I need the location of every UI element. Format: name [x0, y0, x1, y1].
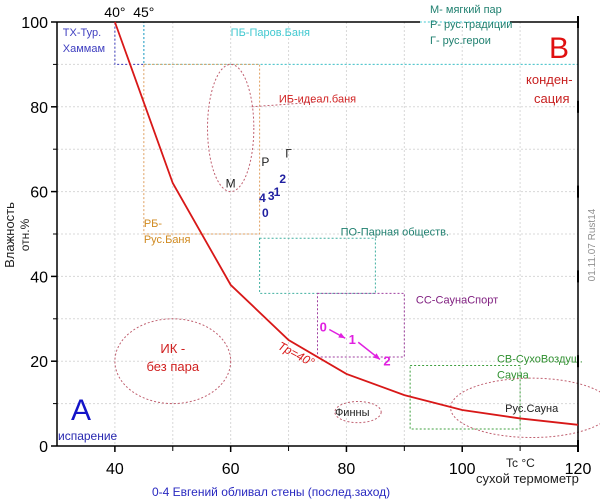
region-sv-label: СВ-СухоВоздуш.: [497, 354, 583, 366]
grid-lines: [57, 22, 578, 446]
region-sv-rect: [409, 364, 521, 430]
region-pb-label: ПБ-Паров.Баня: [231, 27, 310, 39]
x-tick-label: 40: [106, 461, 124, 478]
region-rb-rect: [143, 63, 261, 235]
magenta-arrow-head: [338, 332, 346, 339]
region-ib-label: ИБ-идеал.баня: [279, 93, 356, 105]
y-axis-label-line2: отн.%: [18, 218, 32, 251]
y-tick-label: 100: [21, 15, 48, 32]
region-ss-label: СС-СаунаСпорт: [416, 294, 498, 306]
corner-label-a: А: [71, 394, 91, 427]
blue-point-1: 1: [274, 185, 281, 199]
point-marker-0: М: [226, 176, 236, 190]
region-finns-label: Финны: [335, 407, 370, 419]
region-ss-rect: [317, 292, 405, 358]
x-axis-unit: Tc °C: [506, 456, 535, 470]
x-axis-sublabel: сухой термометр: [476, 471, 579, 486]
y-tick-label: 0: [39, 439, 48, 456]
point-marker-1: Р: [261, 155, 269, 169]
x-tick-label: 60: [222, 461, 240, 478]
y-tick-label: 80: [30, 100, 48, 117]
top-tick-label: 40°: [104, 4, 125, 20]
blue-point-2: 2: [279, 172, 286, 186]
x-axis-label: 0-4 Евгений обливал стены (послед.заход): [152, 485, 390, 499]
point-marker-2: Г: [285, 147, 292, 161]
magenta-point-0: 0: [320, 320, 327, 335]
region-rb-label: РБ-: [144, 218, 163, 230]
series-curve-0: [114, 21, 579, 426]
y-tick-label: 40: [30, 269, 48, 286]
magenta-point-2: 2: [383, 353, 390, 368]
y-tick-label: 60: [30, 185, 48, 202]
region-po-label: ПО-Парная обществ.: [341, 227, 449, 239]
region-tx-rect: [114, 21, 145, 65]
top-tick-label: 45°: [133, 4, 154, 20]
blue-point-3: 3: [268, 189, 275, 203]
blue-point-4: 4: [259, 191, 266, 205]
region-ik-label: без пара: [147, 359, 200, 374]
region-ik-ellipse: [114, 318, 232, 405]
corner-label-a-sub: испарение: [58, 429, 118, 443]
corner-label-b-sub1: конден-: [526, 72, 573, 87]
magenta-arrow-head: [373, 353, 380, 360]
region-pb-rect: [143, 21, 579, 65]
region-po-rect: [259, 237, 376, 294]
region-tx-label: ТХ-Тур.: [63, 27, 101, 39]
y-tick-label: 20: [30, 354, 48, 371]
blue-point-0: 0: [262, 206, 269, 220]
legend-note-line-m: М- мягкий пар: [430, 4, 502, 16]
curve-label: Tp=40°: [276, 339, 317, 370]
magenta-point-1: 1: [349, 332, 356, 347]
region-ib-ellipse: [207, 63, 255, 193]
bath-regions: ТХ-Тур. Хаммам ПБ-Паров.Баня РБ- Рус.Баня ИБ-…: [63, 21, 600, 439]
legend-note-line-r: Р- рус.традиции: [430, 19, 512, 31]
watermark: 01.11.07 Rust14: [587, 208, 598, 281]
region-rus_sauna-label: Рус.Сауна: [505, 403, 559, 415]
y-axis-label-line1: Влажность: [2, 202, 17, 268]
x-tick-label: 100: [449, 461, 476, 478]
legend-note-line-g: Г- рус.герои: [430, 35, 491, 47]
corner-label-b-sub2: сация: [534, 91, 569, 106]
region-tx-label: Хаммам: [63, 43, 105, 55]
region-ik-label: ИК -: [160, 341, 185, 356]
x-tick-label: 80: [338, 461, 356, 478]
x-tick-label: 120: [565, 461, 592, 478]
region-finns-ellipse: [334, 400, 382, 424]
region-rb-label: Рус.Баня: [144, 234, 191, 246]
corner-label-b: В: [549, 32, 569, 65]
